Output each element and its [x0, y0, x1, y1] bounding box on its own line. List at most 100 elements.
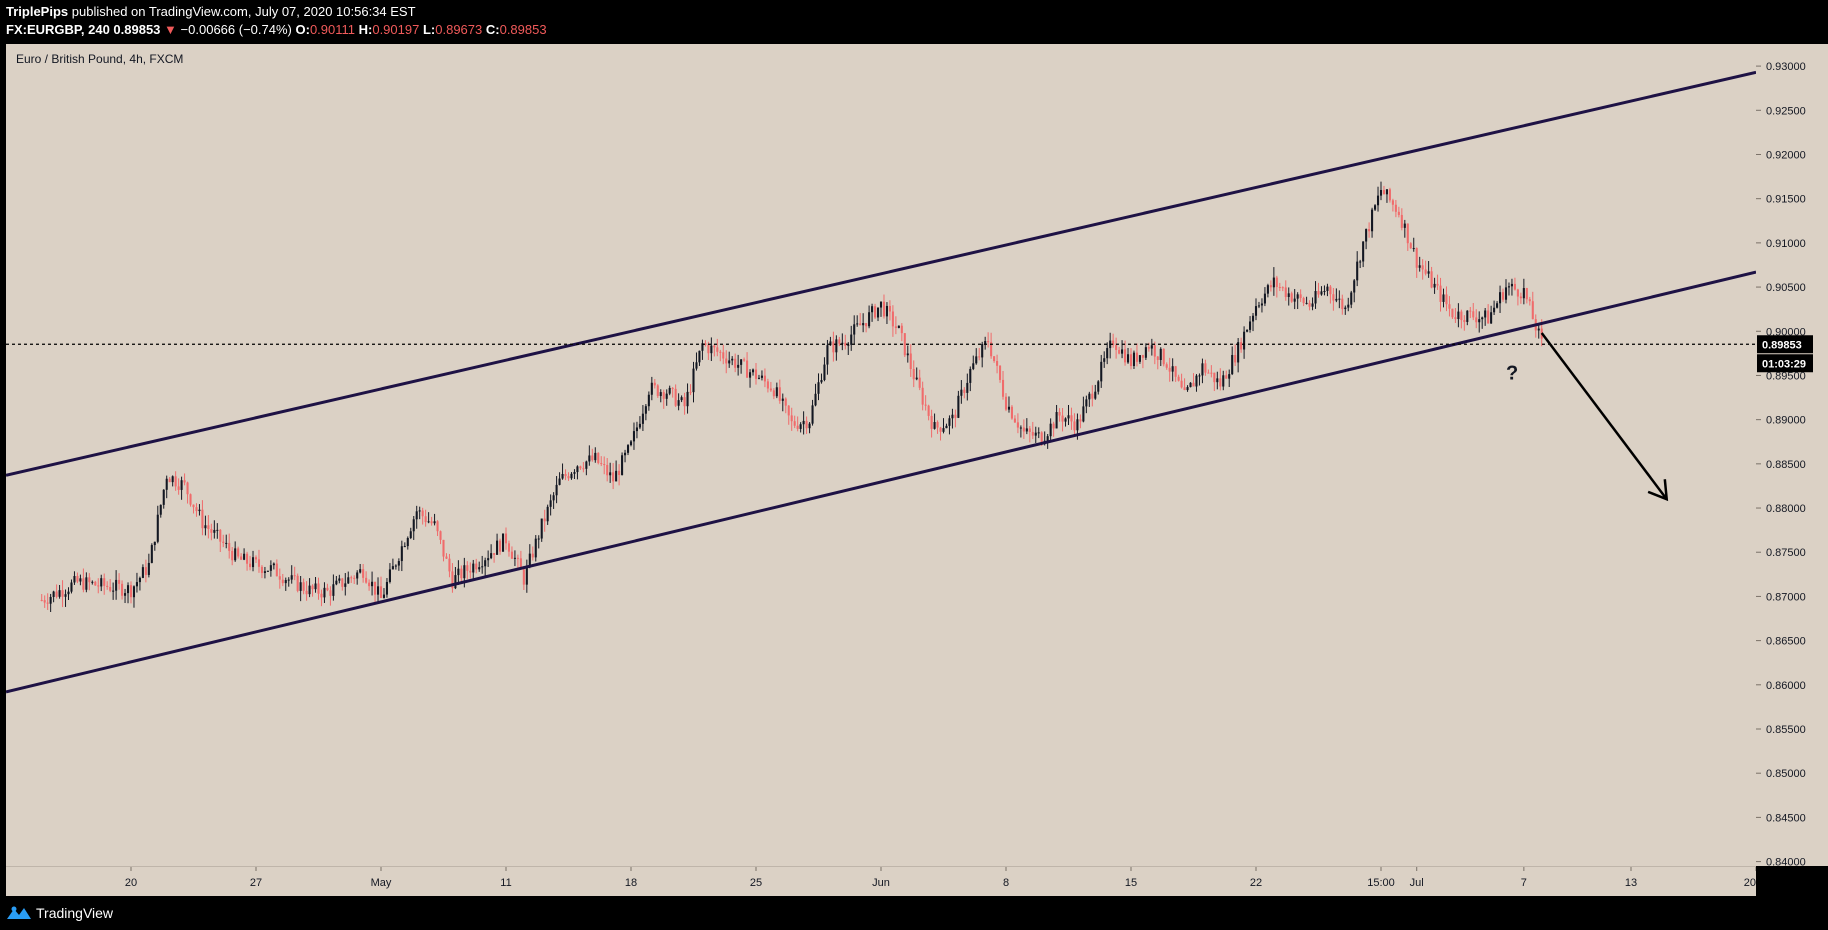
candle-body — [990, 342, 993, 357]
candle-body — [671, 387, 674, 389]
candle-body — [1472, 311, 1475, 318]
candle-body — [808, 423, 811, 429]
candle-body — [909, 353, 912, 369]
candle-body — [391, 566, 394, 570]
candle-body — [1076, 419, 1079, 431]
candle-body — [79, 578, 82, 582]
candle-body — [115, 579, 118, 591]
candle-body — [763, 375, 766, 382]
candle-body — [1228, 374, 1231, 379]
candle-body — [1124, 349, 1127, 363]
candle-body — [1153, 345, 1156, 357]
candle-body — [1457, 311, 1460, 320]
candle-body — [1516, 289, 1519, 297]
author-name[interactable]: TriplePips — [6, 4, 69, 19]
candle-body — [1323, 290, 1326, 292]
candle-body — [879, 301, 883, 308]
candle-body — [942, 428, 945, 432]
candle-body — [478, 567, 481, 570]
tradingview-logo-icon[interactable] — [6, 904, 32, 922]
candle-body — [237, 548, 240, 557]
price-tick-label: 0.92500 — [1766, 105, 1806, 117]
candle-body — [43, 600, 46, 603]
candle-body — [960, 389, 963, 396]
candle-body — [600, 463, 603, 465]
candle-body — [972, 363, 975, 369]
candle-body — [475, 563, 478, 570]
time-tick-label: 22 — [1250, 877, 1262, 889]
candle-body — [1138, 355, 1141, 362]
candle-body — [359, 569, 362, 573]
candle-body — [823, 364, 826, 381]
candle-body — [1409, 243, 1412, 249]
candle-body — [534, 538, 537, 558]
candle-body — [856, 323, 859, 325]
candle-body — [272, 563, 275, 566]
candle-body — [1147, 347, 1150, 349]
candle-body — [1171, 366, 1174, 372]
candle-body — [710, 345, 713, 354]
time-tick-label: 8 — [1003, 877, 1009, 889]
candle-body — [1010, 406, 1013, 419]
candle-body — [1338, 298, 1341, 300]
candle-body — [1243, 331, 1246, 350]
candle-body — [695, 362, 698, 369]
candle-body — [629, 441, 633, 446]
candle-body — [1088, 393, 1091, 400]
candle-body — [266, 570, 269, 572]
price-tick-label: 0.89500 — [1766, 370, 1806, 382]
candle-body — [549, 500, 552, 507]
candle-body — [707, 344, 710, 354]
candle-body — [323, 587, 326, 598]
candle-body — [790, 415, 793, 422]
candle-body — [1251, 315, 1255, 322]
candle-body — [385, 581, 388, 595]
candle-body — [924, 404, 927, 406]
candle-body — [1290, 293, 1293, 302]
candle-body — [882, 301, 886, 317]
candle-body — [1451, 308, 1454, 318]
candle-body — [1382, 190, 1386, 195]
candle-body — [1463, 320, 1466, 322]
candle-body — [996, 361, 999, 366]
candle-body — [1481, 317, 1484, 320]
time-axis[interactable]: 20 27 May 11 18 25 Jun 8 15 22 15:00 Jul 7 13 20 — [6, 866, 1757, 896]
candle-body — [1150, 345, 1153, 349]
candle-body — [1040, 432, 1043, 445]
candle-body — [1052, 423, 1055, 429]
candle-body — [320, 593, 323, 598]
candle-body — [493, 553, 496, 555]
candle-body — [1388, 189, 1391, 201]
candle-body — [415, 511, 418, 520]
candle-body — [254, 557, 258, 560]
candle-body — [582, 468, 585, 470]
candle-body — [257, 559, 261, 567]
candle-body — [781, 398, 784, 401]
candle-body — [180, 480, 183, 490]
time-tick-label: Jun — [872, 877, 890, 889]
price-tick-label: 0.91000 — [1766, 238, 1806, 250]
candle-body — [1397, 211, 1400, 215]
candle-body — [1445, 294, 1448, 305]
channel-upper-line — [6, 70, 1756, 477]
chart-canvas[interactable]: ? — [6, 44, 1756, 866]
candle-body — [749, 372, 752, 378]
projection-arrow-line — [1540, 332, 1668, 500]
candle-body — [796, 425, 799, 429]
candle-body — [668, 387, 671, 394]
candle-body — [850, 334, 853, 345]
candle-body — [817, 382, 820, 394]
candle-body — [106, 585, 109, 587]
candle-body — [374, 581, 377, 595]
candle-body — [1531, 301, 1534, 320]
candle-body — [64, 594, 67, 597]
tradingview-brand[interactable]: TradingView — [36, 905, 114, 921]
candle-body — [445, 556, 448, 559]
price-axis[interactable]: 0.93000 0.92500 0.92000 0.91500 0.91000 0.905… — [1756, 44, 1828, 869]
candle-body — [939, 427, 942, 432]
close-value: 0.89853 — [499, 22, 547, 37]
chart-pane[interactable]: ? Euro / British Pound, 4h, FXCM — [6, 44, 1756, 866]
candle-body — [454, 575, 457, 589]
candle-body — [1019, 427, 1022, 429]
candle-body — [1106, 348, 1109, 359]
